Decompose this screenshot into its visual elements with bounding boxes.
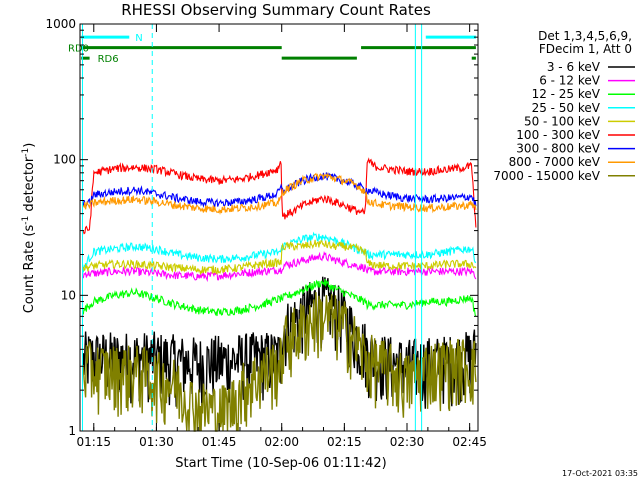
x-tick-label-6: 02:30 [390,435,425,449]
y-axis-label-main: Count Rate (s [22,225,37,314]
series-line-6 [82,157,477,235]
y-tick-label-2: 10 [61,288,76,302]
series-line-4 [82,231,477,273]
chart-title: RHESSI Observing Summary Count Rates [121,1,431,19]
y-axis-label-sup1: -1 [21,216,31,225]
plot-area: N RD0 RD6 [68,24,479,432]
legend-header-line1: Det 1,3,4,5,6,9, [538,29,632,43]
x-tick-label-2: 01:30 [139,435,174,449]
y-tick-label-4: 1000 [45,17,76,31]
series-line-3 [82,279,477,317]
y-axis-label-mid: detector [22,156,37,216]
y-tick-label-1: 1 [68,424,76,438]
y-axis-label: Count Rate (s-1 detector-1) [21,143,37,314]
legend-label-2: 6 - 12 keV [539,74,601,88]
x-tick-label-7: 02:45 [452,435,487,449]
legend-label-9: 7000 - 15000 keV [493,169,600,183]
series-line-5 [82,239,477,276]
legend: Det 1,3,4,5,6,9, FDecim 1, Att 0 3 - 6 k… [493,29,635,183]
series-line-9 [82,292,477,432]
y-axis: 1 10 100 1000 [45,17,478,438]
legend-label-1: 3 - 6 keV [547,60,601,74]
series-line-2 [82,251,477,283]
legend-label-6: 100 - 300 keV [516,128,600,142]
legend-label-3: 12 - 25 keV [532,87,601,101]
legend-label-5: 50 - 100 keV [524,114,601,128]
x-tick-label-5: 02:15 [327,435,362,449]
x-axis-label: Start Time (10-Sep-06 01:11:42) [175,456,386,471]
y-tick-label-3: 100 [53,153,76,167]
legend-label-7: 300 - 800 keV [516,142,600,156]
x-tick-label-1: 01:15 [76,435,111,449]
flag-rd0-label: RD0 [68,44,89,55]
y-axis-label-end: ) [22,143,37,148]
legend-label-4: 25 - 50 keV [532,101,601,115]
legend-label-8: 800 - 7000 keV [509,155,601,169]
series-line-7 [82,172,477,209]
plot-frame [79,23,479,432]
legend-header-line2: FDecim 1, Att 0 [539,42,632,56]
footer-date: 17-Oct-2021 03:35 [562,469,638,478]
flag-saa-label: N [135,33,142,44]
x-tick-label-3: 01:45 [202,435,237,449]
series-line-8 [82,172,477,216]
flag-rd6-label: RD6 [98,54,119,65]
y-axis-label-sup2: -1 [21,148,31,157]
x-tick-label-4: 02:00 [264,435,299,449]
x-axis: 01:15 01:30 01:45 02:00 02:15 02:30 02:45 [76,24,487,449]
